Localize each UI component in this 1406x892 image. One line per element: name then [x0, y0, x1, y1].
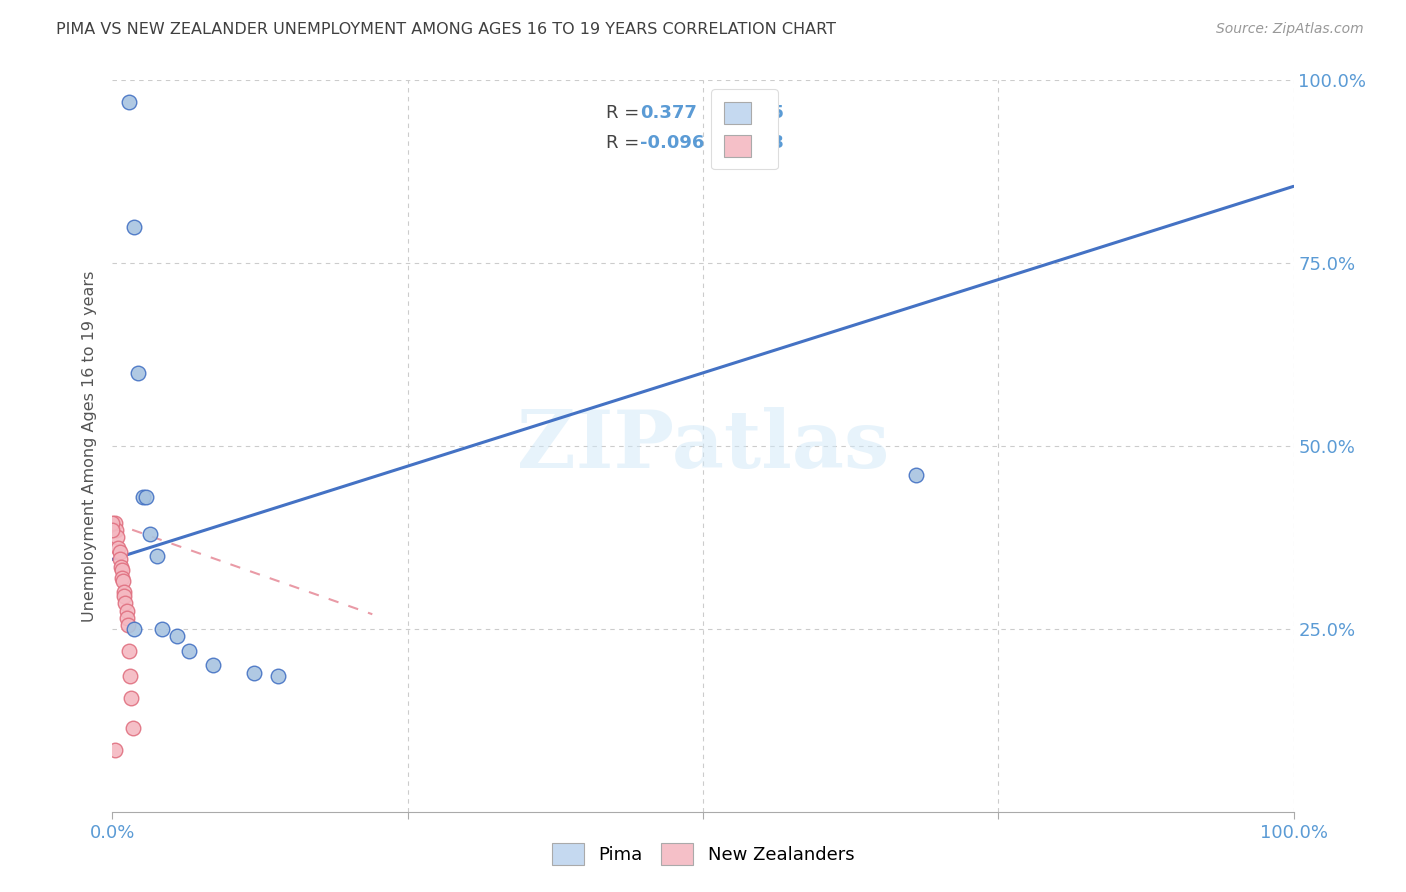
Text: R =: R = — [606, 104, 645, 122]
Point — [120, 691, 142, 706]
Point — [118, 95, 141, 110]
Point — [105, 530, 128, 544]
Point — [179, 644, 201, 658]
Legend: , : , — [711, 89, 778, 169]
Point — [121, 721, 143, 735]
Point — [122, 219, 145, 234]
Text: ZIPatlas: ZIPatlas — [517, 407, 889, 485]
Point — [117, 618, 139, 632]
Point — [166, 629, 188, 643]
Point — [101, 516, 124, 530]
Point — [112, 574, 135, 589]
Point — [111, 563, 134, 577]
Point — [108, 545, 131, 559]
Y-axis label: Unemployment Among Ages 16 to 19 years: Unemployment Among Ages 16 to 19 years — [82, 270, 97, 622]
Point — [267, 669, 290, 683]
Text: 23: 23 — [759, 134, 785, 153]
Point — [132, 490, 155, 504]
Point — [904, 468, 927, 483]
Text: N =: N = — [728, 134, 769, 153]
Point — [115, 603, 138, 617]
Point — [114, 596, 136, 610]
Text: PIMA VS NEW ZEALANDER UNEMPLOYMENT AMONG AGES 16 TO 19 YEARS CORRELATION CHART: PIMA VS NEW ZEALANDER UNEMPLOYMENT AMONG… — [56, 22, 837, 37]
Point — [139, 526, 162, 541]
Point — [104, 742, 127, 756]
Point — [243, 665, 266, 680]
Point — [101, 523, 124, 537]
Text: 0.377: 0.377 — [640, 104, 697, 122]
Point — [107, 541, 129, 556]
Point — [104, 516, 127, 530]
Text: R =: R = — [606, 134, 645, 153]
Point — [118, 644, 141, 658]
Point — [115, 611, 138, 625]
Point — [122, 622, 145, 636]
Point — [146, 549, 169, 563]
Text: -0.096: -0.096 — [640, 134, 704, 153]
Point — [112, 589, 135, 603]
Point — [108, 552, 131, 566]
Text: Source: ZipAtlas.com: Source: ZipAtlas.com — [1216, 22, 1364, 37]
Point — [135, 490, 157, 504]
Point — [150, 622, 173, 636]
Point — [120, 669, 142, 683]
Text: 15: 15 — [759, 104, 785, 122]
Legend: Pima, New Zealanders: Pima, New Zealanders — [543, 834, 863, 874]
Text: N =: N = — [728, 104, 769, 122]
Point — [110, 559, 132, 574]
Point — [127, 366, 149, 380]
Point — [105, 523, 128, 537]
Point — [112, 585, 135, 599]
Point — [111, 571, 134, 585]
Point — [201, 658, 224, 673]
